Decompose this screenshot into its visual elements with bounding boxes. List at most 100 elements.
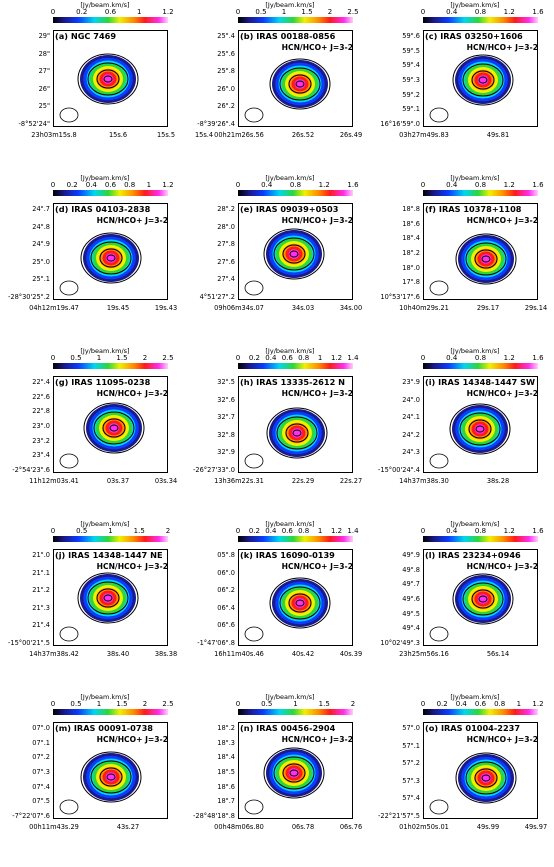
contour [478, 76, 488, 84]
dec-tick-label: 28".0 [217, 222, 235, 231]
panel-label: (o) IRAS 01004-2237 [425, 723, 521, 733]
dec-tick-label: 18".8 [402, 205, 420, 213]
map-panel: [Jy/beam.km/s] 0 0.2 0.4 0.6 0.8 1 1.2 (d) IRAS … [0, 173, 184, 346]
colorbar-tick-label: 1 [137, 8, 142, 16]
contour [87, 581, 129, 615]
ra-tick-label: 00h48m06s.80 [214, 823, 264, 831]
dec-tick-label: 59".2 [402, 90, 420, 99]
colorbar [53, 190, 168, 196]
panel-label: (e) IRAS 09039+0503 [240, 204, 339, 214]
colorbar-tick-label: 1.5 [133, 527, 145, 535]
ra-tick-label: 23h03m15s.8 [31, 131, 77, 139]
colorbar-ticks: 0 0.5 1 1.5 2 2.5 [51, 354, 174, 363]
colorbar-tick-label: 1.6 [347, 181, 359, 189]
dec-tick-label: -26°27'33".0 [193, 466, 235, 474]
dec-tick-label: 22".8 [32, 407, 50, 416]
colorbar-tick-label: 0 [50, 8, 56, 16]
transition-label: HCN/HCO+ J=3-2 [466, 216, 538, 225]
panel-label: (a) NGC 7469 [55, 31, 117, 41]
colorbar-ticks: 0 0.5 1 1.5 2 2.5 [235, 8, 359, 17]
ra-ticks: 03h27m49s.83 49s.81 [370, 131, 554, 141]
colorbar-tick-label: 0.4 [261, 181, 273, 189]
colorbar-tick-label: 0.2 [66, 181, 78, 189]
dec-tick-label: 59".5 [402, 46, 420, 55]
colorbar-tick-label: 0.8 [474, 527, 487, 535]
ra-ticks: 10h40m29s.21 29s.17 29s.14 [370, 304, 554, 314]
transition-label: HCN/HCO+ J=3-2 [281, 389, 353, 398]
ra-ticks: 13h36m22s.31 22s.29 22s.27 [185, 477, 369, 487]
colorbar-ticks: 0 0.4 0.8 1.2 1.6 [421, 8, 544, 17]
dec-tick-label: 23".4 [32, 451, 50, 460]
ra-tick-label: 38s.28 [486, 477, 510, 485]
contour [462, 63, 504, 97]
contour [103, 75, 113, 83]
colorbar-unit-label: [Jy/beam.km/s] [450, 520, 500, 528]
ra-tick-label: 19s.43 [154, 304, 178, 312]
ra-tick-label: 03s.34 [154, 477, 178, 485]
colorbar-unit-label: [Jy/beam.km/s] [265, 174, 315, 182]
colorbar-tick-label: 0.8 [474, 181, 487, 189]
dec-tick-label: 57".4 [402, 794, 420, 803]
transition-label: HCN/HCO+ J=3-2 [281, 43, 353, 52]
map-frame [53, 30, 168, 127]
intensity-map [244, 577, 331, 642]
dec-tick-label: -22°21'57".5 [378, 812, 420, 820]
dec-tick-label: 07".5 [32, 797, 50, 806]
contour [80, 751, 142, 803]
colorbar-tick-label: 2 [165, 527, 171, 535]
colorbar-tick-label: 0 [235, 527, 241, 535]
transition-label: HCN/HCO+ J=3-2 [281, 562, 353, 571]
panel-label: (b) IRAS 00188-0856 [240, 31, 336, 41]
colorbar-tick-label: 1.2 [162, 8, 174, 16]
dec-tick-label: 24".3 [402, 448, 420, 457]
colorbar-tick-label: 0.2 [436, 700, 448, 708]
contour [288, 593, 312, 613]
dec-tick-label: 22".4 [32, 378, 50, 386]
colorbar-unit-label: [Jy/beam.km/s] [450, 347, 500, 355]
dec-tick-label: 24".8 [32, 222, 50, 231]
colorbar-tick-label: 1 [293, 700, 298, 708]
dec-tick-label: 4°51'27".2 [199, 293, 235, 301]
colorbar [423, 709, 538, 715]
dec-tick-label: 25".0 [32, 257, 50, 266]
contour [96, 69, 120, 89]
contour [87, 62, 129, 96]
colorbar-ticks: 0 0.4 0.8 1.2 1.6 [421, 181, 544, 190]
colorbar-unit-label: [Jy/beam.km/s] [265, 1, 315, 9]
colorbar-tick-label: 0 [420, 354, 426, 362]
map-frame [53, 549, 168, 646]
colorbar-tick-label: 2 [142, 700, 148, 708]
ra-tick-label: 40s.42 [291, 650, 315, 658]
colorbar-ticks: 0 0.2 0.4 0.6 0.8 1 1.2 1.4 [235, 527, 359, 536]
map-panel: [Jy/beam.km/s] 0 0.4 0.8 1.2 1.6 (l) IRAS 2323… [370, 519, 554, 692]
dec-tick-label: 49".9 [402, 551, 420, 559]
contour [90, 760, 132, 794]
transition-label: HCN/HCO+ J=3-2 [96, 562, 168, 571]
colorbar-tick-label: 0.4 [446, 8, 458, 16]
colorbar-tick-label: 0 [235, 8, 241, 16]
colorbar-tick-label: 1.4 [347, 527, 359, 535]
colorbar-tick-label: 0 [420, 527, 426, 535]
contour [459, 412, 501, 446]
ra-ticks: 23h25m56s.16 56s.14 [370, 650, 554, 660]
ra-ticks: 00h48m06s.80 06s.78 06s.76 [185, 823, 369, 833]
beam-ellipse [59, 453, 79, 469]
colorbar-tick-label: 0.4 [265, 354, 277, 362]
contour [276, 416, 318, 450]
beam-ellipse [59, 280, 79, 296]
colorbar-tick-label: 1.5 [318, 700, 330, 708]
ra-tick-label: 15s.5 [156, 131, 176, 139]
colorbar-ticks: 0 0.2 0.6 1 1.2 [50, 8, 174, 17]
panel-label: (g) IRAS 11095-0238 [55, 377, 151, 387]
colorbar-tick-label: 1.2 [503, 181, 515, 189]
ra-ticks: 14h37m38s.30 38s.28 [370, 477, 554, 487]
colorbar-tick-label: 1.2 [503, 527, 515, 535]
dec-tick-label: 23".9 [402, 378, 420, 386]
dec-tick-label: 07".4 [32, 782, 50, 791]
map-panel: [Jy/beam.km/s] 0 0.2 0.4 0.6 0.8 1 1.2 1.4 (k) IR… [185, 519, 369, 692]
colorbar-tick-label: 0.2 [248, 527, 260, 535]
colorbar-tick-label: 0 [420, 700, 426, 708]
dec-tick-label: 06".4 [217, 603, 235, 612]
contour [481, 255, 491, 263]
ra-tick-label: 06s.76 [339, 823, 363, 831]
